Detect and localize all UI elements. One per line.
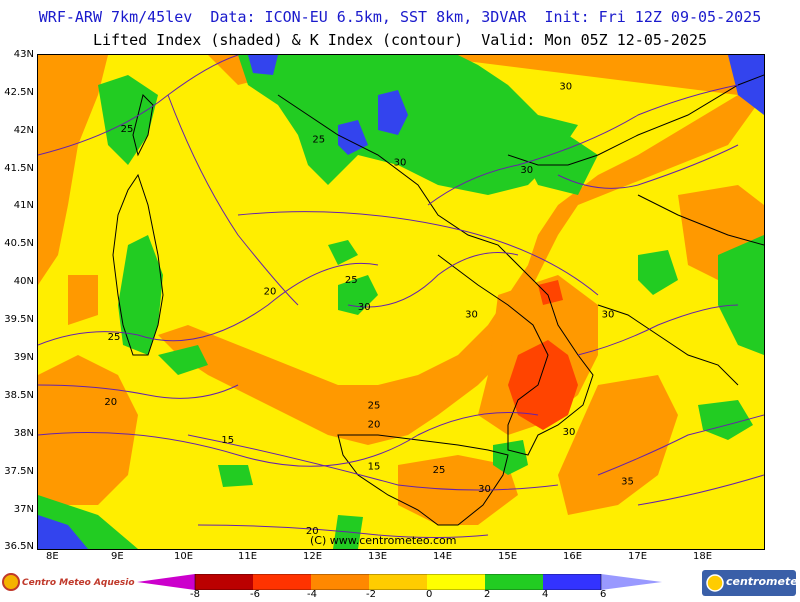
lat-label: 43N [13, 49, 34, 60]
contour-label: 30 [358, 302, 371, 313]
contour-label: 30 [602, 309, 615, 320]
colorbar-label: 0 [426, 589, 433, 600]
logo-right-text: centrometeo [726, 575, 800, 588]
colorbar-label: 4 [542, 589, 549, 600]
logo-left-text: Centro Meteo Aquesio [22, 578, 135, 588]
lat-label: 40N [13, 276, 34, 287]
colorbar-label: -2 [366, 589, 376, 600]
contour-label: 30 [478, 484, 491, 495]
contour-label: 30 [394, 157, 407, 168]
colorbar-label: 2 [484, 589, 491, 600]
lon-label: 13E [368, 551, 388, 562]
contour-label: 25 [368, 401, 381, 412]
lat-label: 40.5N [4, 238, 34, 249]
k-index-contours [38, 55, 764, 538]
colorbar-swatch [543, 574, 601, 590]
lon-label: 11E [238, 551, 258, 562]
colorbar-swatch [253, 574, 311, 590]
lat-label: 39.5N [4, 314, 34, 325]
colorbar-swatch [369, 574, 427, 590]
colorbar-arrow-left [137, 574, 195, 590]
lon-label: 12E [303, 551, 323, 562]
lon-label: 9E [111, 551, 124, 562]
lifted-index-blue-areas [38, 55, 764, 549]
contour-label: 20 [104, 397, 117, 408]
header-line-1: WRF-ARW 7km/45lev Data: ICON-EU 6.5km, S… [38, 8, 762, 26]
lifted-index-green-areas [38, 55, 764, 549]
lon-label: 17E [628, 551, 648, 562]
lat-label: 37N [13, 504, 34, 515]
lon-label: 8E [46, 551, 59, 562]
colorbar-swatch [311, 574, 369, 590]
lat-label: 42.5N [4, 87, 34, 98]
contour-label: 30 [559, 81, 572, 92]
contour-label: 25 [345, 275, 358, 286]
lat-label: 38.5N [4, 390, 34, 401]
colorbar-label: -6 [250, 589, 260, 600]
lon-label: 15E [498, 551, 518, 562]
lat-label: 41N [13, 200, 34, 211]
contour-label: 30 [465, 309, 478, 320]
colorbar-swatch [427, 574, 485, 590]
watermark: (C) www.centrometeo.com [310, 534, 457, 547]
contour-label: 35 [621, 477, 634, 488]
lat-label: 39N [13, 352, 34, 363]
colorbar-label: 6 [600, 589, 607, 600]
coastlines [112, 74, 764, 526]
logo-emblem-icon [2, 573, 20, 591]
lon-label: 14E [433, 551, 453, 562]
colorbar-label: -8 [190, 589, 200, 600]
logo-globe-icon [706, 574, 724, 592]
lifted-index-red-area [508, 280, 578, 430]
lat-label: 41.5N [4, 163, 34, 174]
lon-label: 10E [174, 551, 194, 562]
colorbar [137, 574, 662, 590]
lon-label: 18E [693, 551, 713, 562]
lat-label: 37.5N [4, 466, 34, 477]
contour-label: 20 [368, 420, 381, 431]
logo-centro-meteo-aquesio: Centro Meteo Aquesio [2, 570, 135, 598]
contour-label: 15 [368, 461, 381, 472]
contour-label: 20 [264, 287, 277, 298]
lon-label: 16E [563, 551, 583, 562]
lat-label: 38N [13, 428, 34, 439]
colorbar-swatch [195, 574, 253, 590]
forecast-map: 25 25 30 30 30 20 25 30 30 25 20 30 25 20 15 15 25 30 30 35… [37, 54, 765, 550]
contour-label: 30 [563, 427, 576, 438]
contour-label: 25 [312, 135, 325, 146]
colorbar-label: -4 [307, 589, 317, 600]
logo-centrometeo: centrometeo [702, 570, 800, 596]
lat-label: 36.5N [4, 541, 34, 552]
colorbar-arrow-right [601, 574, 662, 590]
contour-label: 20 [306, 526, 319, 537]
header-line-2: Lifted Index (shaded) & K Index (contour… [92, 31, 708, 49]
contour-label: 25 [121, 124, 134, 135]
contour-label: 25 [108, 332, 121, 343]
contour-label: 30 [520, 165, 533, 176]
lat-label: 42N [13, 125, 34, 136]
contour-label: 25 [433, 465, 446, 476]
contour-label: 15 [221, 435, 234, 446]
colorbar-swatch [485, 574, 543, 590]
